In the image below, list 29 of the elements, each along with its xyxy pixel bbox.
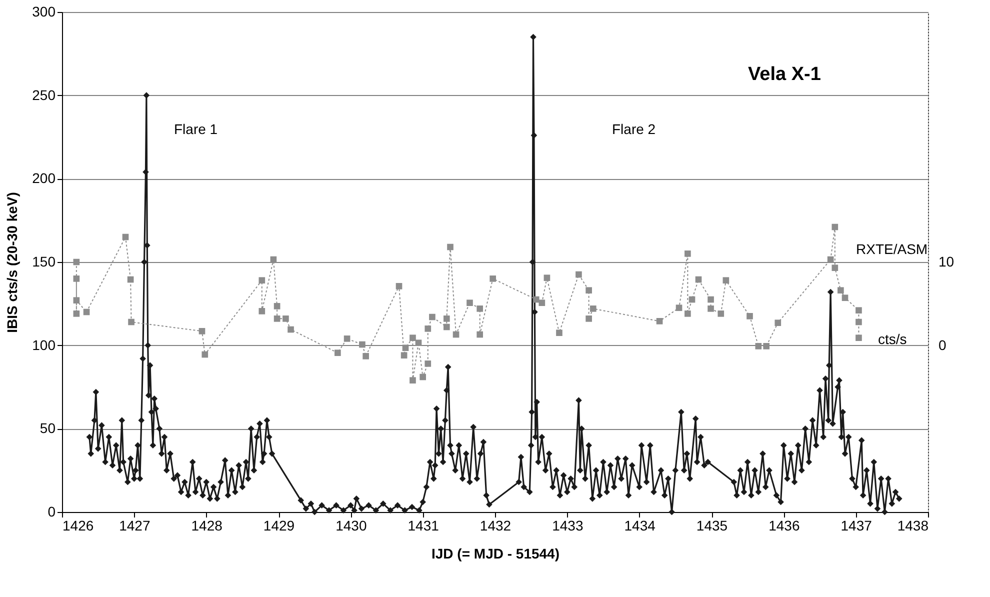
series-label: RXTE/ASM [856, 241, 928, 257]
y-tick-label: 200 [32, 170, 56, 186]
y2-tick-label: 0 [938, 336, 946, 353]
y-tick-label: 50 [40, 420, 56, 436]
x-tick-label: 1431 [408, 518, 440, 534]
y-tick-label: 100 [32, 336, 56, 353]
x-tick-label: 1430 [336, 518, 367, 534]
x-tick-label: 1433 [552, 518, 584, 534]
annotation: Flare 2 [612, 121, 656, 137]
x-tick-label: 1438 [897, 518, 929, 534]
y-tick-label: 150 [32, 254, 56, 270]
annotation: cts/s [878, 331, 907, 347]
x-tick-label: 1427 [119, 518, 150, 534]
y-tick-label: 0 [48, 504, 56, 520]
y-tick-label: 300 [32, 4, 56, 20]
annotation: Flare 1 [174, 121, 218, 137]
x-tick-label: 1429 [263, 518, 295, 534]
y-tick-label: 250 [32, 86, 56, 103]
x-axis-title: IJD (= MJD - 51544) [432, 546, 560, 562]
x-tick-label: 1435 [696, 518, 728, 534]
x-tick-label: 1434 [624, 518, 656, 534]
y-axis-title: IBIS cts/s (20-30 keV) [4, 192, 20, 333]
text: Vela X-1 [748, 64, 822, 85]
x-tick-label: 1437 [840, 518, 872, 534]
x-tick-label: 1432 [480, 518, 512, 534]
x-tick-label: 1428 [191, 518, 223, 534]
y2-tick-label: 10 [938, 254, 954, 270]
x-tick-label: 1436 [768, 518, 800, 534]
x-tick-label: 1426 [62, 518, 94, 534]
